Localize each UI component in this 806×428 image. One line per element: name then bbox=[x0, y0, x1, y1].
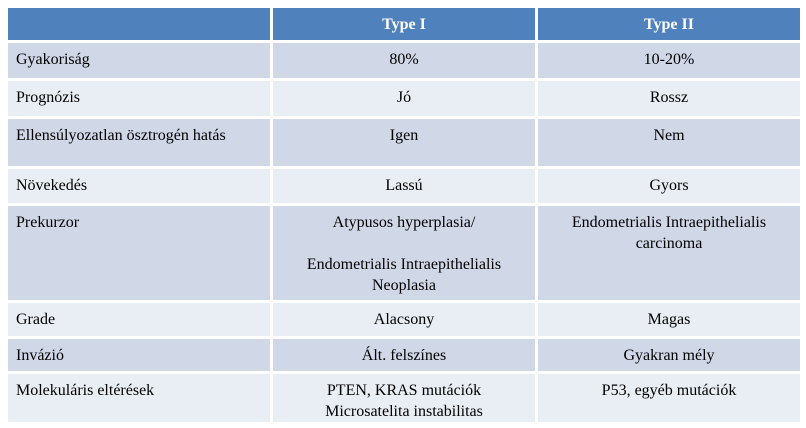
row-label: Molekuláris eltérések bbox=[5, 371, 273, 425]
type-ii-cell: Gyors bbox=[535, 166, 803, 206]
type-i-cell: 80% bbox=[270, 40, 538, 81]
row-label: Prekurzor bbox=[5, 203, 273, 303]
type-ii-cell: 10-20% bbox=[535, 40, 803, 81]
row-label: Grade bbox=[5, 300, 273, 339]
row-label: Ellensúlyozatlan ösztrogén hatás bbox=[5, 116, 273, 169]
table-row: Prognózis Jó Rossz bbox=[5, 78, 803, 119]
type-i-cell: Alacsony bbox=[270, 300, 538, 339]
header-row: Type I Type II bbox=[5, 5, 803, 43]
row-label: Invázió bbox=[5, 336, 273, 374]
header-type-i: Type I bbox=[270, 5, 538, 43]
type-i-cell: PTEN, KRAS mutációk Microsatelita instab… bbox=[270, 371, 538, 425]
header-empty bbox=[5, 5, 273, 43]
table-row: Prekurzor Atypusos hyperplasia/ Endometr… bbox=[5, 203, 803, 303]
table-row: Invázió Ált. felszínes Gyakran mély bbox=[5, 336, 803, 374]
type-ii-cell: Nem bbox=[535, 116, 803, 169]
type-i-line: Endometrialis Intraepithelialis bbox=[306, 256, 502, 273]
type-i-line: Microsatelita instabilitas bbox=[325, 403, 483, 420]
type-i-line: Atypusos hyperplasia/ bbox=[332, 214, 476, 231]
row-label: Gyakoriság bbox=[5, 40, 273, 81]
type-i-cell: Lassú bbox=[270, 166, 538, 206]
type-ii-cell: Gyakran mély bbox=[535, 336, 803, 374]
type-i-line: Neoplasia bbox=[372, 277, 436, 294]
row-label: Növekedés bbox=[5, 166, 273, 206]
type-ii-cell: Magas bbox=[535, 300, 803, 339]
row-label: Prognózis bbox=[5, 78, 273, 119]
type-ii-line: carcinoma bbox=[635, 235, 703, 252]
table-row: Grade Alacsony Magas bbox=[5, 300, 803, 339]
table-row: Ellensúlyozatlan ösztrogén hatás Igen Ne… bbox=[5, 116, 803, 169]
table-row: Gyakoriság 80% 10-20% bbox=[5, 40, 803, 81]
comparison-table: Type I Type II Gyakoriság 80% 10-20% Pro… bbox=[5, 5, 803, 425]
type-i-cell: Atypusos hyperplasia/ Endometrialis Intr… bbox=[270, 203, 538, 303]
type-i-line: PTEN, KRAS mutációk bbox=[326, 382, 482, 399]
type-ii-cell: Endometrialis Intraepithelialis carcinom… bbox=[535, 203, 803, 303]
table-row: Növekedés Lassú Gyors bbox=[5, 166, 803, 206]
type-i-cell: Ált. felszínes bbox=[270, 336, 538, 374]
type-ii-cell: P53, egyéb mutációk bbox=[535, 371, 803, 425]
type-ii-line: Endometrialis Intraepithelialis bbox=[571, 214, 767, 231]
type-ii-cell: Rossz bbox=[535, 78, 803, 119]
type-i-cell: Igen bbox=[270, 116, 538, 169]
header-type-ii: Type II bbox=[535, 5, 803, 43]
table-row: Molekuláris eltérések PTEN, KRAS mutáció… bbox=[5, 371, 803, 425]
type-i-cell: Jó bbox=[270, 78, 538, 119]
